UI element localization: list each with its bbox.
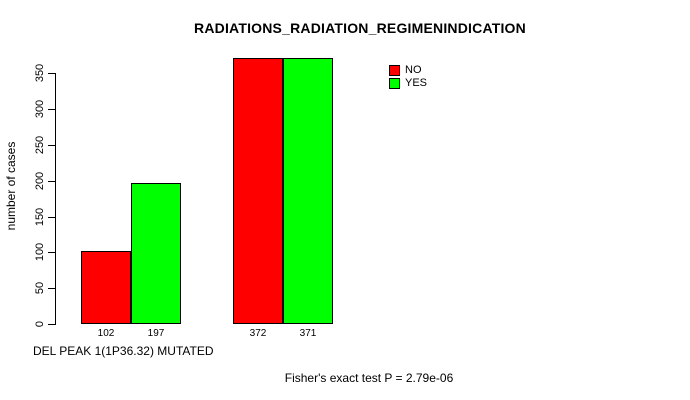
bar-no-group2	[233, 58, 283, 324]
y-axis-tick	[48, 288, 55, 290]
legend-item-yes: YES	[389, 77, 427, 90]
y-tick-label: 200	[34, 171, 46, 190]
y-tick-label: 100	[34, 243, 46, 262]
legend-label: NO	[405, 64, 422, 76]
bar-value-label: 372	[249, 328, 267, 339]
y-tick-label: 350	[34, 64, 46, 83]
chart-title: RADIATIONS_RADIATION_REGIMENINDICATION	[194, 20, 526, 36]
legend: NO YES	[389, 64, 427, 90]
legend-swatch-no	[389, 65, 400, 76]
y-axis-tick	[48, 324, 55, 325]
bar-no-group1	[81, 251, 131, 324]
x-axis-label: DEL PEAK 1(1P36.32) MUTATED	[33, 344, 214, 358]
y-axis-label: number of cases	[4, 141, 18, 231]
y-axis-tick	[48, 73, 55, 75]
y-axis-tick	[48, 145, 55, 146]
legend-item-no: NO	[389, 64, 427, 77]
legend-label: YES	[405, 77, 428, 89]
bar-value-label: 197	[147, 328, 165, 339]
legend-swatch-yes	[389, 78, 400, 89]
bar-value-label: 371	[299, 328, 317, 339]
fisher-test-annotation: Fisher's exact test P = 2.79e-06	[284, 371, 454, 385]
y-tick-label: 150	[34, 207, 46, 226]
y-tick-label: 0	[34, 320, 46, 328]
bar-yes-group1	[131, 183, 181, 324]
y-axis-tick	[48, 109, 55, 111]
y-tick-label: 250	[34, 135, 46, 155]
y-axis-tick	[48, 180, 55, 182]
y-tick-label: 50	[34, 282, 46, 295]
y-axis-line	[55, 73, 56, 325]
y-axis-tick	[48, 216, 55, 218]
y-axis-tick	[48, 252, 55, 254]
y-tick-label: 300	[34, 100, 46, 119]
bar-value-label: 102	[97, 328, 115, 339]
bar-yes-group2	[283, 58, 333, 324]
